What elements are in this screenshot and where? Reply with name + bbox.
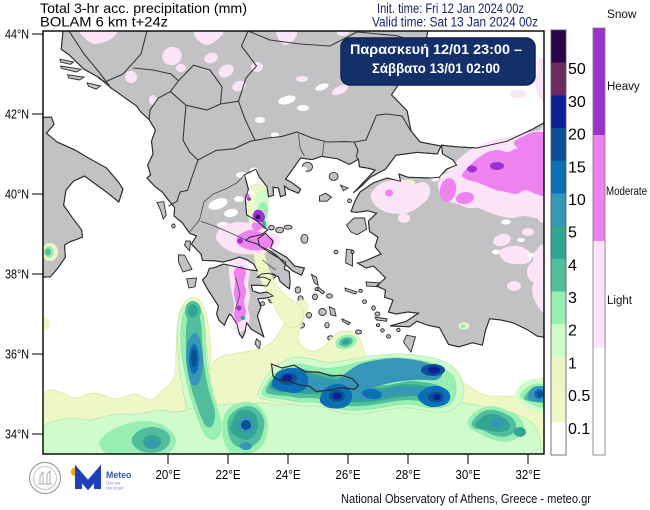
svg-text:20°E: 20°E xyxy=(156,468,181,482)
svg-text:50: 50 xyxy=(568,61,586,78)
svg-text:0.1: 0.1 xyxy=(568,421,590,438)
svg-text:30°E: 30°E xyxy=(456,468,481,482)
svg-text:3: 3 xyxy=(568,290,577,307)
svg-text:10: 10 xyxy=(568,192,586,209)
svg-text:Moderate: Moderate xyxy=(606,186,647,198)
svg-text:2: 2 xyxy=(568,323,577,340)
svg-text:τον καιρό: τον καιρό xyxy=(106,486,124,491)
svg-text:Heavy: Heavy xyxy=(607,81,640,93)
svg-text:Όλα για: Όλα για xyxy=(105,481,121,486)
svg-text:Σάββατο 13/01 02:00: Σάββατο 13/01 02:00 xyxy=(372,60,500,76)
svg-text:20: 20 xyxy=(568,127,586,144)
svg-text:National Observatory of Athens: National Observatory of Athens, Greece -… xyxy=(341,492,591,506)
svg-text:24°E: 24°E xyxy=(276,468,301,482)
svg-text:15: 15 xyxy=(568,159,586,176)
svg-text:Παρασκευή 12/01 23:00 –: Παρασκευή 12/01 23:00 – xyxy=(350,41,522,57)
svg-text:36°N: 36°N xyxy=(5,348,29,362)
svg-text:5: 5 xyxy=(568,225,577,242)
svg-text:22°E: 22°E xyxy=(216,468,241,482)
svg-text:Snow: Snow xyxy=(607,7,637,21)
svg-text:Total 3-hr acc. precipitation: Total 3-hr acc. precipitation (mm) xyxy=(40,0,247,16)
svg-text:30: 30 xyxy=(568,94,586,111)
svg-text:Valid time: Sat 13 Jan 2024 00: Valid time: Sat 13 Jan 2024 00z xyxy=(372,15,538,30)
svg-text:Meteo: Meteo xyxy=(106,470,132,480)
svg-text:28°E: 28°E xyxy=(396,468,421,482)
svg-text:42°N: 42°N xyxy=(5,108,29,122)
svg-text:BOLAM 6 km t+24z: BOLAM 6 km t+24z xyxy=(40,14,168,30)
svg-text:Light: Light xyxy=(607,295,633,307)
svg-text:Init. time: Fri 12 Jan 2024 00: Init. time: Fri 12 Jan 2024 00z xyxy=(377,1,524,16)
svg-text:4: 4 xyxy=(568,257,577,274)
svg-text:1: 1 xyxy=(568,355,577,372)
svg-text:26°E: 26°E xyxy=(336,468,361,482)
svg-text:34°N: 34°N xyxy=(5,428,29,442)
svg-text:40°N: 40°N xyxy=(5,188,29,202)
svg-text:38°N: 38°N xyxy=(5,268,29,282)
svg-text:44°N: 44°N xyxy=(5,28,29,42)
svg-text:32°E: 32°E xyxy=(516,468,541,482)
svg-text:0.5: 0.5 xyxy=(568,388,590,405)
